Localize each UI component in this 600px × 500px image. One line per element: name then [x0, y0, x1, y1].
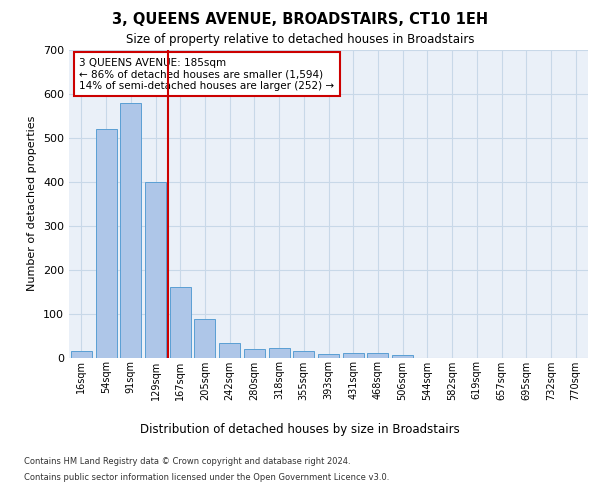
Bar: [244, 348, 265, 358]
Bar: [145, 182, 166, 358]
Text: 3, QUEENS AVENUE, BROADSTAIRS, CT10 1EH: 3, QUEENS AVENUE, BROADSTAIRS, CT10 1EH: [112, 12, 488, 28]
Text: Contains public sector information licensed under the Open Government Licence v3: Contains public sector information licen…: [24, 472, 389, 482]
Bar: [219, 343, 240, 357]
Bar: [71, 352, 92, 358]
Y-axis label: Number of detached properties: Number of detached properties: [28, 116, 37, 292]
Bar: [367, 352, 388, 358]
Bar: [392, 356, 413, 358]
Bar: [269, 348, 290, 358]
Bar: [95, 129, 116, 358]
Bar: [120, 102, 141, 358]
Bar: [318, 354, 339, 358]
Text: Distribution of detached houses by size in Broadstairs: Distribution of detached houses by size …: [140, 422, 460, 436]
Bar: [194, 319, 215, 358]
Bar: [170, 287, 191, 358]
Text: 3 QUEENS AVENUE: 185sqm
← 86% of detached houses are smaller (1,594)
14% of semi: 3 QUEENS AVENUE: 185sqm ← 86% of detache…: [79, 58, 335, 91]
Text: Size of property relative to detached houses in Broadstairs: Size of property relative to detached ho…: [126, 32, 474, 46]
Bar: [343, 352, 364, 358]
Bar: [293, 352, 314, 358]
Text: Contains HM Land Registry data © Crown copyright and database right 2024.: Contains HM Land Registry data © Crown c…: [24, 458, 350, 466]
